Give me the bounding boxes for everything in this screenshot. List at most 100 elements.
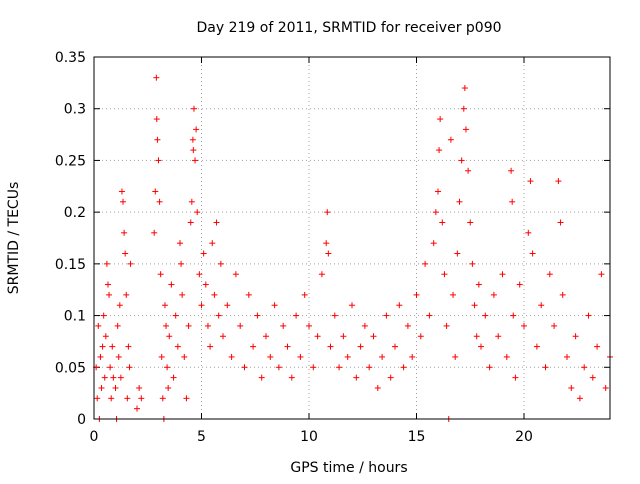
- data-point: [280, 322, 287, 329]
- x-ticks: 0 5 10 15 20: [90, 57, 533, 445]
- data-point: [529, 250, 536, 257]
- data-point: [114, 322, 121, 329]
- data-point: [100, 312, 107, 319]
- data-point: [310, 364, 317, 371]
- data-point: [499, 271, 506, 278]
- data-point: [314, 333, 321, 340]
- data-point: [250, 343, 257, 350]
- data-point: [546, 271, 553, 278]
- data-point: [102, 333, 109, 340]
- data-point: [422, 260, 429, 267]
- data-point: [452, 353, 459, 360]
- data-point: [181, 353, 188, 360]
- data-point: [576, 395, 583, 402]
- y-ticks: 0 0.05 0.1 0.15 0.2 0.25 0.3 0.35: [55, 50, 610, 428]
- data-point: [124, 395, 131, 402]
- data-point: [435, 188, 441, 195]
- data-point: [490, 291, 497, 298]
- data-point: [417, 333, 424, 340]
- data-point: [344, 353, 351, 360]
- data-point: [107, 364, 114, 371]
- data-point: [349, 302, 355, 309]
- data-point: [572, 333, 579, 340]
- data-point: [325, 250, 332, 257]
- data-point: [374, 384, 381, 391]
- x-grid: [201, 57, 525, 419]
- data-point: [217, 260, 224, 267]
- data-point: [97, 353, 104, 360]
- data-point: [288, 374, 295, 381]
- data-point: [151, 229, 158, 236]
- data-point: [200, 250, 207, 257]
- data-point: [192, 157, 199, 164]
- data-point: [383, 312, 390, 319]
- data-point: [409, 353, 416, 360]
- data-point: [99, 343, 106, 350]
- data-point: [94, 395, 101, 402]
- data-point: [568, 384, 575, 391]
- data-point: [404, 322, 411, 329]
- data-point: [174, 343, 181, 350]
- data-point: [213, 219, 220, 226]
- data-point: [204, 322, 211, 329]
- data-point: [284, 343, 291, 350]
- data-point: [153, 116, 160, 123]
- data-point: [115, 353, 122, 360]
- data-point: [458, 157, 465, 164]
- data-point: [190, 147, 197, 154]
- data-point: [158, 353, 165, 360]
- data-point: [116, 302, 123, 309]
- data-point: [178, 260, 185, 267]
- data-point: [473, 333, 480, 340]
- data-point: [461, 85, 468, 92]
- chart-title: Day 219 of 2011, SRMTID for receiver p09…: [196, 20, 501, 36]
- data-point: [478, 343, 484, 350]
- data-point: [533, 343, 540, 350]
- data-point: [267, 353, 274, 360]
- plot-frame: [93, 56, 611, 420]
- data-point: [486, 364, 493, 371]
- data-point: [179, 291, 186, 298]
- data-point: [387, 374, 394, 381]
- y-axis-label: SRMTID / TECUs: [6, 182, 22, 295]
- data-point: [392, 343, 398, 350]
- data-point: [482, 312, 489, 319]
- data-point: [254, 312, 261, 319]
- y-tick-label: 0.15: [55, 257, 86, 273]
- data-point: [456, 198, 463, 205]
- data-point: [166, 333, 173, 340]
- x-tick-label: 5: [197, 429, 206, 445]
- data-point: [118, 188, 125, 195]
- data-point: [138, 395, 145, 402]
- data-point: [510, 312, 517, 319]
- data-point: [154, 136, 161, 143]
- y-tick-label: 0: [77, 412, 86, 428]
- data-point: [503, 353, 510, 360]
- data-point: [413, 291, 420, 298]
- x-tick-label: 15: [408, 429, 426, 445]
- data-point: [122, 250, 129, 257]
- data-point: [125, 343, 132, 350]
- data-point: [353, 374, 360, 381]
- data-point: [366, 364, 373, 371]
- data-point: [447, 136, 454, 143]
- data-point: [224, 302, 231, 309]
- data-point: [432, 209, 439, 216]
- data-point: [106, 291, 113, 298]
- data-point: [161, 302, 168, 309]
- data-point: [188, 198, 195, 205]
- data-point: [379, 353, 386, 360]
- x-tick-label: 20: [515, 429, 533, 445]
- data-point: [156, 198, 163, 205]
- data-point: [157, 271, 164, 278]
- y-tick-label: 0.25: [55, 153, 86, 169]
- data-point: [297, 353, 304, 360]
- data-point: [120, 198, 127, 205]
- data-point: [361, 322, 368, 329]
- data-point: [215, 312, 222, 319]
- data-point: [559, 291, 566, 298]
- data-point: [430, 240, 437, 247]
- data-point: [527, 178, 534, 185]
- data-point: [516, 281, 523, 288]
